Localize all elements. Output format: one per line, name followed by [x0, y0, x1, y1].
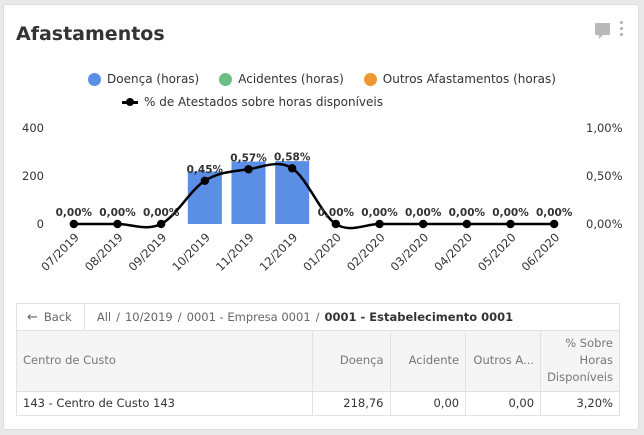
breadcrumb-separator: / [315, 310, 320, 324]
legend-label: % de Atestados sobre horas disponíveis [144, 95, 384, 109]
legend-row-bars: Doença (horas) Acidentes (horas) Outros … [4, 69, 640, 89]
line-point [506, 219, 515, 229]
data-label: 0,00% [405, 207, 442, 219]
legend-item-acidentes[interactable]: Acidentes (horas) [219, 72, 344, 86]
more-options-icon[interactable] [620, 21, 624, 36]
breadcrumb-item-period[interactable]: 10/2019 [124, 310, 173, 324]
x-tick-label: 09/2019 [126, 230, 170, 274]
data-label: 0,00% [492, 207, 529, 219]
y-left-tick-label: 400 [22, 121, 44, 135]
cell-centro-custo: 143 - Centro de Custo 143 [17, 391, 314, 415]
cell-outros: 0,00 [465, 391, 542, 415]
x-tick-label: 07/2019 [38, 230, 82, 274]
data-table: Centro de Custo Doença Acidente Outros A… [17, 331, 619, 415]
breadcrumb-item-empresa[interactable]: 0001 - Empresa 0001 [186, 310, 311, 324]
y-right-tick-label: 0,50% [586, 169, 623, 183]
breadcrumb: ← Back All / 10/2019 / 0001 - Empresa 00… [17, 304, 619, 331]
line-point [244, 165, 253, 174]
line-point [113, 219, 122, 229]
data-label: 0,00% [536, 207, 573, 219]
breadcrumb-item-all[interactable]: All [96, 310, 112, 324]
data-label: 0,00% [56, 207, 93, 219]
cell-doenca: 218,76 [312, 391, 391, 415]
line-point [287, 164, 297, 173]
line-point [549, 219, 559, 229]
legend-marker-outros [363, 72, 377, 86]
legend-item-doenca[interactable]: Doença (horas) [88, 72, 199, 86]
legend-label: Doença (horas) [107, 72, 200, 86]
drilldown-table: ← Back All / 10/2019 / 0001 - Empresa 00… [16, 303, 620, 416]
chart-plot: 0 200 400 0,00% 0,50% 1,00% 0,00% 0,00% 0,00% 0,4… [22, 121, 623, 274]
table-row[interactable]: 143 - Centro de Custo 143 218,76 0,00 0,… [17, 391, 619, 415]
line-point [69, 219, 79, 229]
data-label: 0,00% [361, 207, 398, 219]
column-header-percent[interactable]: % Sobre Horas Disponíveis [540, 331, 619, 392]
y-right-tick-label: 0,00% [586, 217, 623, 231]
chart-card: Afastamentos Doença (horas) Acidentes (h… [3, 4, 639, 430]
breadcrumb-separator: / [116, 310, 120, 324]
legend-label: Acidentes (horas) [238, 72, 344, 86]
column-header-acidente[interactable]: Acidente [390, 331, 467, 392]
data-label: 0,00% [318, 207, 355, 219]
data-label: 0,58% [274, 151, 311, 163]
x-tick-label: 01/2020 [300, 230, 344, 274]
x-tick-label: 03/2020 [388, 230, 432, 274]
line-point [418, 219, 428, 229]
legend-item-atestados[interactable]: % de Atestados sobre horas disponíveis [122, 95, 383, 109]
column-header-outros[interactable]: Outros A... [465, 331, 542, 392]
legend-row-line: % de Atestados sobre horas disponíveis [122, 92, 640, 112]
comment-icon[interactable] [595, 22, 610, 39]
data-label: 0,00% [143, 207, 180, 219]
legend-item-outros[interactable]: Outros Afastamentos (horas) [363, 72, 556, 86]
x-tick-label: 11/2019 [213, 230, 257, 274]
cell-acidente: 0,00 [390, 391, 467, 415]
x-tick-label: 10/2019 [169, 230, 213, 274]
legend-marker-doenca [88, 72, 102, 86]
x-tick-label: 02/2020 [344, 230, 388, 274]
line-point [462, 219, 472, 229]
x-tick-label: 12/2019 [257, 230, 301, 274]
x-tick-label: 06/2020 [519, 230, 563, 274]
card-toolbar [595, 21, 624, 39]
breadcrumb-current: 0001 - Estabelecimento 0001 [324, 310, 514, 324]
column-header-outros-label: Outros A... [473, 353, 535, 368]
legend-marker-line [122, 97, 138, 106]
y-left-tick-label: 0 [37, 217, 44, 231]
x-tick-label: 04/2020 [431, 230, 475, 274]
line-point [375, 219, 384, 229]
back-button[interactable]: ← Back [17, 304, 85, 330]
cell-percent: 3,20% [576, 396, 613, 411]
card-title: Afastamentos [16, 23, 165, 45]
x-tick-label: 05/2020 [475, 230, 519, 274]
breadcrumb-separator: / [177, 310, 182, 324]
y-right-tick-label: 1,00% [586, 121, 623, 135]
line-point [200, 176, 210, 185]
legend-label: Outros Afastamentos (horas) [382, 72, 556, 86]
y-left-tick-label: 200 [22, 169, 44, 183]
data-label: 0,00% [449, 207, 486, 219]
arrow-left-icon: ← [27, 309, 38, 325]
data-label: 0,45% [187, 164, 224, 176]
line-point [331, 219, 341, 229]
breadcrumb-list: All / 10/2019 / 0001 - Empresa 0001 / 00… [85, 310, 513, 324]
table-header-row: Centro de Custo Doença Acidente Outros A… [17, 331, 619, 392]
line-point [156, 219, 166, 229]
legend-marker-acidentes [219, 72, 233, 86]
column-header-doenca[interactable]: Doença [312, 331, 391, 392]
data-label: 0,57% [230, 152, 267, 164]
back-label: Back [43, 310, 72, 324]
x-tick-label: 08/2019 [82, 230, 126, 274]
column-header-centro-custo[interactable]: Centro de Custo [17, 331, 314, 392]
data-label: 0,00% [99, 207, 136, 219]
chart-legend: Doença (horas) Acidentes (horas) Outros … [4, 69, 640, 112]
